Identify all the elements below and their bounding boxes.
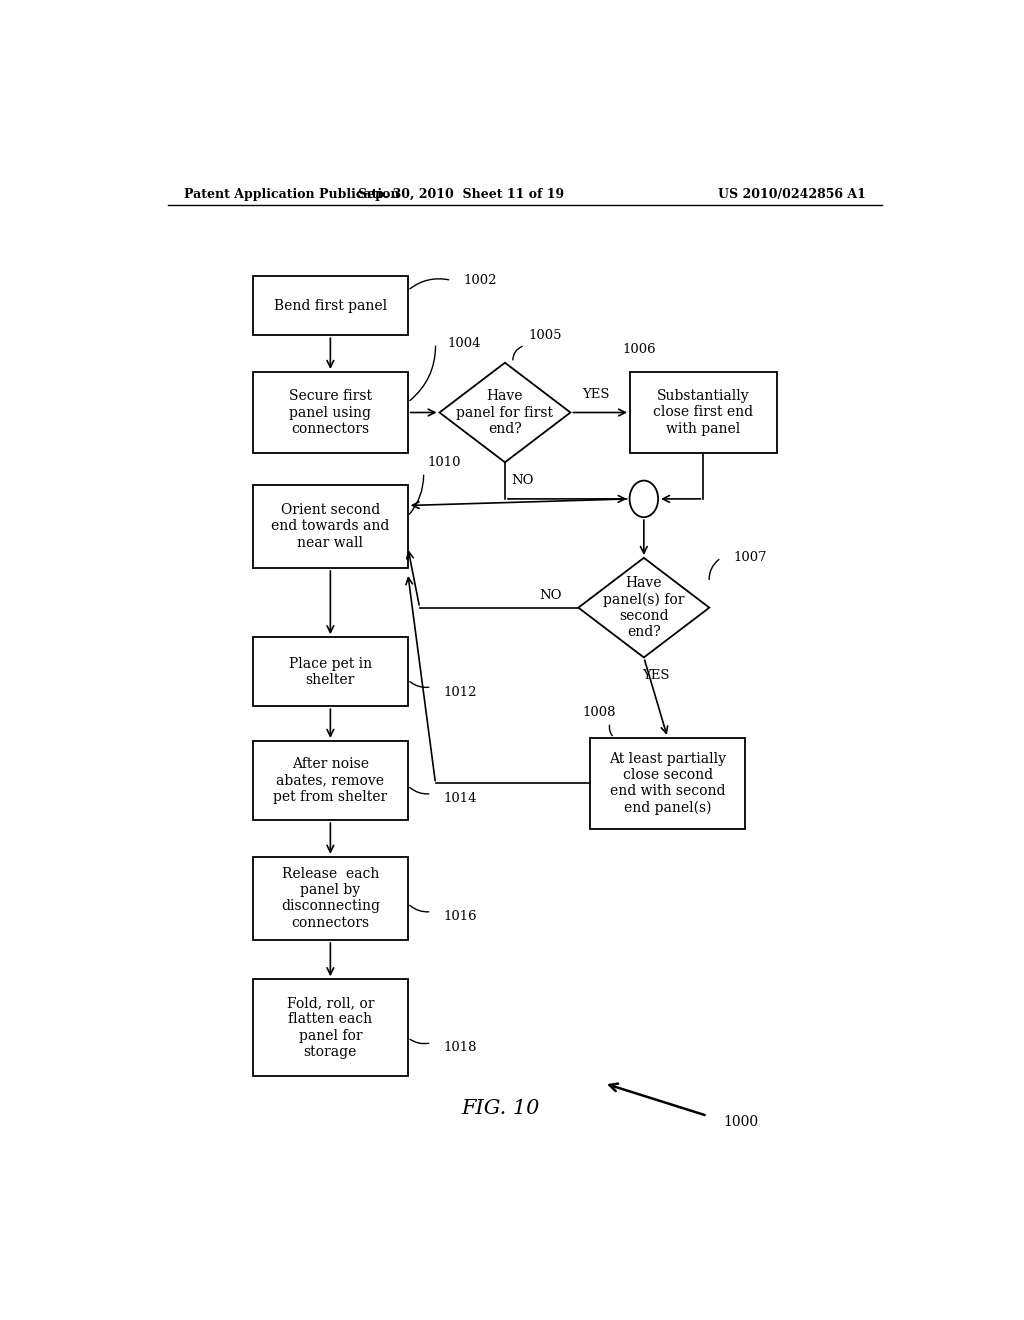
Text: 1018: 1018	[443, 1041, 477, 1055]
FancyBboxPatch shape	[253, 484, 408, 568]
FancyBboxPatch shape	[253, 372, 408, 453]
FancyBboxPatch shape	[253, 741, 408, 820]
Text: FIG. 10: FIG. 10	[462, 1100, 541, 1118]
Text: US 2010/0242856 A1: US 2010/0242856 A1	[718, 189, 866, 202]
Text: Orient second
end towards and
near wall: Orient second end towards and near wall	[271, 503, 389, 549]
Text: After noise
abates, remove
pet from shelter: After noise abates, remove pet from shel…	[273, 758, 387, 804]
FancyBboxPatch shape	[253, 276, 408, 335]
Text: At least partially
close second
end with second
end panel(s): At least partially close second end with…	[609, 752, 726, 814]
Text: 1007: 1007	[733, 552, 767, 565]
Text: YES: YES	[642, 669, 670, 682]
Polygon shape	[439, 363, 570, 462]
FancyBboxPatch shape	[253, 857, 408, 940]
Text: Have
panel(s) for
second
end?: Have panel(s) for second end?	[603, 576, 685, 639]
Text: 1002: 1002	[463, 273, 497, 286]
FancyBboxPatch shape	[253, 638, 408, 706]
Text: Secure first
panel using
connectors: Secure first panel using connectors	[289, 389, 372, 436]
Text: 1005: 1005	[528, 329, 562, 342]
Text: Substantially
close first end
with panel: Substantially close first end with panel	[653, 389, 754, 436]
Circle shape	[630, 480, 658, 517]
Text: 1000: 1000	[723, 1115, 759, 1129]
Text: 1008: 1008	[583, 706, 615, 719]
Text: NO: NO	[540, 589, 562, 602]
Text: Patent Application Publication: Patent Application Publication	[183, 189, 399, 202]
Text: Sep. 30, 2010  Sheet 11 of 19: Sep. 30, 2010 Sheet 11 of 19	[358, 189, 564, 202]
FancyBboxPatch shape	[630, 372, 777, 453]
Text: 1004: 1004	[447, 337, 481, 350]
Polygon shape	[579, 558, 710, 657]
Text: 1010: 1010	[428, 455, 461, 469]
Text: NO: NO	[511, 474, 534, 487]
Text: 1016: 1016	[443, 909, 477, 923]
Text: 1014: 1014	[443, 792, 477, 805]
Text: Have
panel for first
end?: Have panel for first end?	[457, 389, 553, 436]
FancyBboxPatch shape	[590, 738, 745, 829]
Text: Fold, roll, or
flatten each
panel for
storage: Fold, roll, or flatten each panel for st…	[287, 997, 374, 1059]
Text: Place pet in
shelter: Place pet in shelter	[289, 656, 372, 686]
Text: YES: YES	[583, 388, 610, 401]
Text: Release  each
panel by
disconnecting
connectors: Release each panel by disconnecting conn…	[281, 867, 380, 929]
Text: 1012: 1012	[443, 685, 477, 698]
Text: 1006: 1006	[622, 343, 655, 356]
FancyBboxPatch shape	[253, 979, 408, 1076]
Text: Bend first panel: Bend first panel	[273, 298, 387, 313]
